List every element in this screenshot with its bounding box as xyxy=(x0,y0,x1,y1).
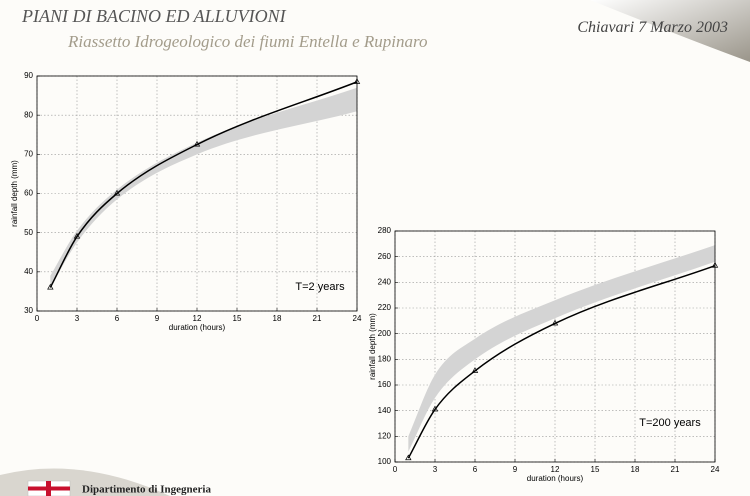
y-axis-label: rainfall depth (mm) xyxy=(10,160,19,227)
x-tick-label: 12 xyxy=(193,314,202,323)
x-tick-label: 12 xyxy=(551,465,560,474)
x-tick-label: 15 xyxy=(233,314,242,323)
y-tick-label: 30 xyxy=(24,306,33,315)
chart: 0 3 6 9 12 15 18 21 24 100 120 140 160 180 200 220 240 26… xyxy=(368,226,720,483)
point-marker xyxy=(193,140,201,147)
y-tick-label: 240 xyxy=(378,277,392,286)
y-tick-label: 180 xyxy=(378,354,392,363)
y-tick-label: 200 xyxy=(378,329,392,338)
point-marker xyxy=(73,232,81,239)
confidence-band xyxy=(50,87,357,288)
x-tick-label: 9 xyxy=(513,465,518,474)
y-tick-label: 260 xyxy=(378,252,392,261)
x-tick-label: 6 xyxy=(473,465,478,474)
x-tick-label: 0 xyxy=(393,465,398,474)
x-tick-label: 24 xyxy=(353,314,362,323)
y-axis-label: rainfall depth (mm) xyxy=(368,313,377,380)
point-marker xyxy=(471,367,479,373)
point-marker xyxy=(551,319,559,326)
x-tick-label: 0 xyxy=(35,314,40,323)
x-tick-label: 21 xyxy=(313,314,322,323)
x-tick-label: 18 xyxy=(631,465,640,474)
y-tick-label: 40 xyxy=(24,267,33,276)
y-tick-label: 140 xyxy=(378,406,392,415)
plot-frame xyxy=(36,75,358,312)
y-tick-label: 280 xyxy=(378,226,392,235)
confidence-band xyxy=(408,245,715,452)
x-axis-label: duration (hours) xyxy=(527,474,584,483)
corner-swoosh xyxy=(590,0,750,62)
annotation: T=2 years xyxy=(295,281,345,293)
x-tick-label: 9 xyxy=(155,314,160,323)
x-tick-label: 15 xyxy=(591,465,600,474)
y-tick-label: 160 xyxy=(378,380,392,389)
y-tick-label: 60 xyxy=(24,189,33,198)
curve xyxy=(49,81,358,288)
plot-frame xyxy=(394,230,716,463)
annotation: T=200 years xyxy=(639,417,701,429)
y-tick-label: 90 xyxy=(24,71,33,80)
y-tick-label: 220 xyxy=(378,303,392,312)
y-tick-label: 50 xyxy=(24,228,33,237)
chart: 0 3 6 9 12 15 18 21 24 30 40 50 60 70 80 90 duration (ho… xyxy=(10,71,362,332)
x-axis-label: duration (hours) xyxy=(169,323,226,332)
y-tick-label: 80 xyxy=(24,110,33,119)
point-marker xyxy=(405,454,412,461)
x-tick-label: 3 xyxy=(433,465,438,474)
date: Chiavari 7 Marzo 2003 xyxy=(577,19,728,36)
curve xyxy=(407,264,716,459)
y-tick-label: 100 xyxy=(378,457,392,466)
x-tick-label: 21 xyxy=(671,465,680,474)
logo-flag xyxy=(27,480,71,496)
y-tick-label: 70 xyxy=(24,149,33,158)
x-tick-label: 24 xyxy=(711,465,720,474)
point-marker xyxy=(431,405,439,412)
footer-text: Dipartimento di Ingegneria xyxy=(82,484,211,496)
point-marker xyxy=(47,283,54,290)
x-tick-label: 6 xyxy=(115,314,120,323)
x-tick-label: 18 xyxy=(273,314,282,323)
point-marker xyxy=(113,189,121,196)
x-tick-label: 3 xyxy=(75,314,80,323)
y-tick-label: 120 xyxy=(378,431,392,440)
title: PIANI DI BACINO ED ALLUVIONI xyxy=(21,6,287,26)
subtitle: Riassetto Idrogeologico dei fiumi Entell… xyxy=(67,32,427,51)
